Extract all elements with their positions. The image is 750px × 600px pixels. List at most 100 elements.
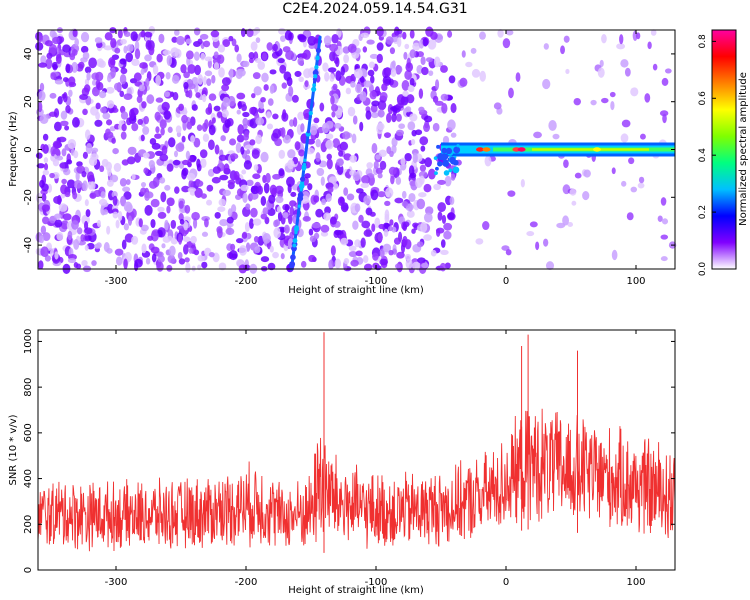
spectrogram-cell	[348, 250, 358, 258]
spectrogram-cell	[394, 26, 400, 36]
spectrogram-cell	[315, 208, 324, 218]
spectrogram-cell	[389, 219, 394, 226]
spectrogram-cell	[117, 29, 123, 39]
spectrogram-cell	[354, 203, 361, 213]
spectrogram-cell	[263, 182, 270, 194]
spectrogram-cell	[404, 253, 412, 261]
spectrogram-cell	[228, 35, 234, 42]
spectrogram-cell	[187, 172, 196, 181]
spectrogram-cell	[156, 53, 163, 63]
spectrogram-cell	[244, 144, 254, 150]
carrier-onset-blob	[434, 171, 438, 176]
spectrogram-cell	[130, 107, 139, 116]
spectrogram-cell	[66, 179, 76, 189]
spectrogram-cell	[59, 162, 69, 169]
spectrogram-cell	[326, 153, 332, 160]
spectrogram-cell	[164, 219, 169, 231]
spectrogram-cell	[508, 87, 514, 99]
spectrogram-cell	[565, 68, 570, 75]
spectrogram-cell	[40, 55, 47, 65]
spectrogram-cell	[105, 128, 111, 136]
spectrogram-cell	[174, 29, 180, 36]
spectrogram-cell	[351, 133, 357, 144]
spectrogram-cell	[207, 102, 213, 114]
spectrogram-cell	[281, 82, 287, 89]
spectrogram-cell	[40, 225, 47, 235]
spectrogram-cell	[257, 61, 266, 70]
spectrogram-cell	[125, 52, 134, 63]
spectrogram-cell	[217, 206, 226, 212]
streak-point	[297, 195, 304, 202]
spectrogram-cell	[320, 224, 330, 233]
spectrogram-cell	[236, 134, 245, 143]
spectrogram-cell	[216, 54, 225, 64]
spectrogram-cell	[442, 135, 450, 145]
y-tick-label: -40	[23, 237, 34, 253]
spectrogram-cell	[597, 67, 605, 78]
spectrogram-cell	[484, 155, 492, 167]
spectrogram-cell	[75, 171, 80, 181]
spectrogram-cell	[197, 254, 205, 262]
streak-point	[315, 47, 322, 54]
spectrogram-cell	[414, 129, 423, 136]
spectrogram-cell	[241, 104, 247, 112]
spectrogram-cell	[339, 141, 349, 151]
spectrogram-cell	[237, 68, 246, 77]
carrier-onset-blob	[442, 160, 450, 167]
spectrogram-cell	[404, 43, 410, 50]
spectrogram-cell	[250, 185, 260, 195]
streak-point	[294, 225, 299, 230]
spectrogram-cell	[208, 252, 215, 258]
spectrogram-cell	[574, 172, 582, 179]
spectrogram-cell	[288, 214, 293, 225]
spectrogram-cell	[54, 251, 59, 260]
colorbar-gradient	[711, 29, 737, 270]
spectrogram-cell	[144, 205, 153, 216]
spectrogram-cell	[52, 158, 60, 167]
spectrogram-cell	[343, 257, 350, 265]
spectrogram-cell	[378, 149, 387, 158]
spectrogram-cell	[329, 73, 335, 82]
spectrogram-cell	[262, 233, 271, 244]
spectrogram-cell	[217, 44, 226, 53]
colorbar-tick-label: 0.4	[698, 148, 708, 163]
spectrogram-cell	[409, 49, 416, 59]
spectrogram-cell	[420, 221, 428, 233]
spectrogram-cell	[227, 179, 236, 185]
spectrogram-cell	[120, 131, 127, 140]
spectrogram-cell	[39, 114, 49, 125]
spectrogram-cell	[199, 33, 209, 40]
spectrogram-cell	[347, 106, 356, 117]
spectrogram-cell	[250, 41, 258, 51]
spectrogram-cell	[621, 119, 631, 128]
spectrogram-cell	[191, 211, 200, 221]
spectrogram-cell	[323, 35, 332, 46]
spectrogram-cell	[183, 220, 189, 231]
spectrogram-cell	[91, 79, 97, 86]
spectrogram-cell	[378, 223, 386, 230]
spectrogram-cell	[61, 178, 67, 185]
spectrogram-cell	[300, 260, 307, 268]
snr-series	[37, 332, 676, 553]
spectrogram-cell	[179, 218, 185, 225]
spectrogram-cell	[297, 111, 305, 121]
spectrogram-x-label: Height of straight line (km)	[288, 285, 424, 296]
spectrogram-cell	[166, 205, 171, 214]
spectrogram-cell	[372, 252, 379, 261]
spectrogram-cell	[165, 71, 171, 80]
streak-point	[308, 110, 313, 116]
spectrogram-cell	[283, 224, 290, 234]
spectrogram-cell	[136, 95, 143, 104]
spectrogram-cell	[221, 84, 230, 92]
spectrogram-cell	[266, 123, 274, 130]
y-tick-label: 0	[23, 146, 34, 152]
spectrogram-cell	[308, 228, 314, 236]
spectrogram-cell	[313, 232, 320, 240]
snr-x-label: Height of straight line (km)	[288, 585, 424, 596]
spectrogram-cell	[342, 131, 351, 140]
spectrogram-cell	[95, 102, 101, 110]
spectrogram-cell	[126, 44, 134, 52]
spectrogram-cell	[123, 258, 128, 270]
spectrogram-cell	[285, 50, 295, 61]
carrier-core	[532, 148, 649, 151]
